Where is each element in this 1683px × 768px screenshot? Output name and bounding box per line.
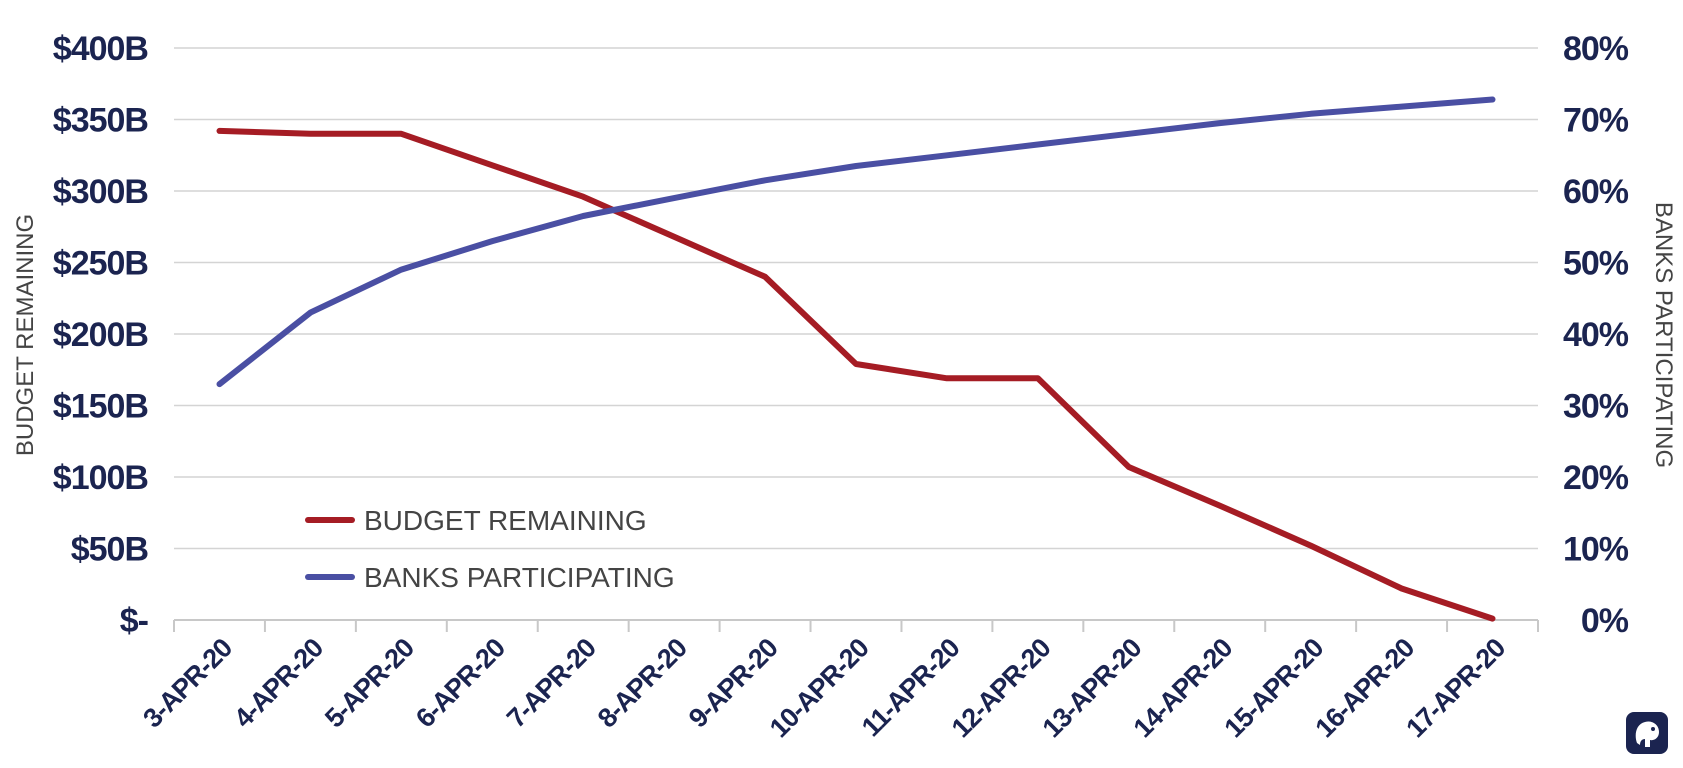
x-tick-label: 7-APR-20 (501, 633, 601, 733)
x-axis (173, 619, 1539, 632)
legend-label-banks: BANKS PARTICIPATING (364, 562, 675, 593)
left-axis-title: BUDGET REMAINING (12, 214, 39, 456)
x-tick-label: 8-APR-20 (592, 633, 692, 733)
x-tick-label: 13-APR-20 (1037, 633, 1147, 743)
series-lines (216, 96, 1496, 622)
right-tick-label: 80% (1563, 30, 1629, 68)
right-tick-label: 0% (1581, 602, 1629, 640)
left-tick-label: $400B (53, 30, 149, 68)
legend-label-budget: BUDGET REMAINING (364, 505, 647, 536)
left-tick-label: $- (120, 602, 148, 640)
x-tick-label: 3-APR-20 (137, 633, 237, 733)
x-axis-ticks: 3-APR-204-APR-205-APR-206-APR-207-APR-20… (137, 633, 1511, 743)
right-tick-label: 50% (1563, 245, 1629, 283)
x-tick-label: 16-APR-20 (1309, 633, 1419, 743)
left-axis-ticks: $- $50B $100B $150B $200B $250B $300B $350B $400… (53, 30, 150, 640)
x-tick-label: 4-APR-20 (228, 633, 328, 733)
right-axis-ticks: 0% 10% 20% 30% 40% 50% 60% 70% 80% (1563, 30, 1630, 640)
left-tick-label: $150B (53, 388, 149, 426)
x-tick-label: 12-APR-20 (946, 633, 1056, 743)
left-tick-label: $300B (53, 173, 149, 211)
right-tick-label: 20% (1563, 459, 1629, 497)
series-line-budget-remaining (216, 127, 1496, 622)
left-tick-label: $350B (53, 102, 149, 140)
series-line-banks-participating (216, 96, 1496, 388)
x-tick-label: 15-APR-20 (1219, 633, 1329, 743)
right-tick-label: 70% (1563, 102, 1629, 140)
x-tick-label: 14-APR-20 (1128, 633, 1238, 743)
right-axis-title: BANKS PARTICIPATING (1650, 202, 1677, 468)
right-tick-label: 60% (1563, 173, 1629, 211)
right-tick-label: 10% (1563, 531, 1629, 569)
right-tick-label: 40% (1563, 316, 1629, 354)
x-tick-label: 10-APR-20 (764, 633, 874, 743)
left-tick-label: $250B (53, 245, 149, 283)
left-tick-label: $50B (71, 531, 149, 569)
right-tick-label: 30% (1563, 388, 1629, 426)
grid-lines (174, 47, 1538, 550)
legend: BUDGET REMAINING BANKS PARTICIPATING (305, 505, 675, 593)
x-tick-label: 6-APR-20 (410, 633, 510, 733)
x-tick-label: 5-APR-20 (319, 633, 419, 733)
elephant-logo-icon (1626, 712, 1668, 754)
x-tick-label: 17-APR-20 (1400, 633, 1510, 743)
left-tick-label: $100B (53, 459, 149, 497)
left-tick-label: $200B (53, 316, 149, 354)
